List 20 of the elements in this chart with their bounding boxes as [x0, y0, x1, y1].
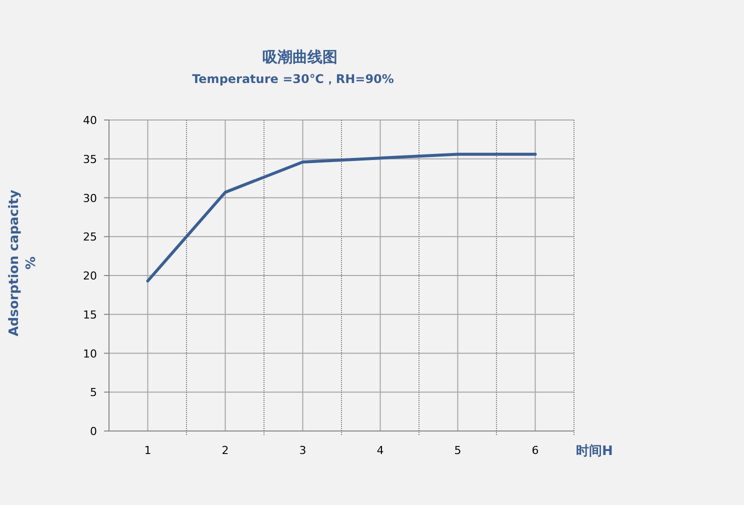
y-tick-label: 15 — [83, 308, 97, 322]
y-tick-label: 25 — [83, 230, 97, 244]
y-tick-label: 20 — [83, 270, 97, 282]
x-tick-label: 6 — [532, 444, 539, 457]
chart-subtitle: Temperature =30℃，RH=90% — [192, 72, 394, 86]
line-series — [146, 152, 537, 282]
x-tick-label: 2 — [222, 444, 229, 457]
y-tick-label: 30 — [83, 192, 97, 205]
y-tick-label: 5 — [90, 386, 97, 400]
y-tick-label: 40 — [83, 114, 97, 127]
y-tick-label: 0 — [90, 425, 97, 438]
y-axis-title: Adsorption capacity % — [7, 189, 39, 336]
y-tick-label: 10 — [83, 347, 97, 360]
x-tick-label: 4 — [376, 444, 384, 457]
x-tick-label: 3 — [299, 444, 306, 457]
x-axis-title: 时间H — [576, 444, 613, 459]
chart-title: 吸潮曲线图 — [262, 48, 338, 66]
x-tick-label: 5 — [454, 444, 462, 457]
y-tick-label: 35 — [83, 152, 97, 166]
x-tick-label: 1 — [144, 444, 152, 457]
